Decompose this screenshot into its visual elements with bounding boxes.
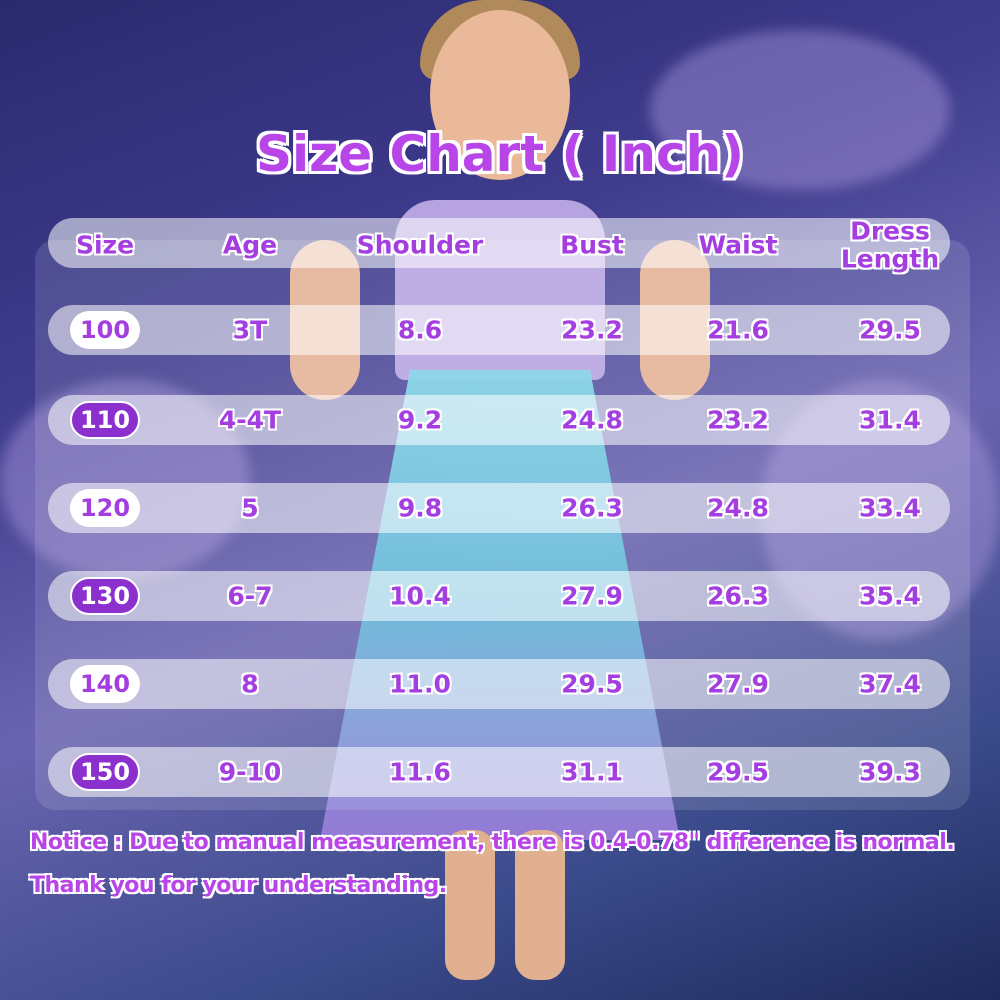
header-shoulder: Shoulder xyxy=(356,230,484,260)
cell-dress-length: 33.4 xyxy=(859,493,921,523)
table-row xyxy=(48,571,950,621)
table-row xyxy=(48,659,950,709)
size-badge: 100 xyxy=(70,311,140,349)
cell-bust: 26.3 xyxy=(561,493,623,523)
table-row xyxy=(48,305,950,355)
size-badge: 130 xyxy=(70,577,140,615)
cell-age: 4-4T xyxy=(218,405,282,435)
cell-age: 3T xyxy=(232,315,268,345)
cell-dress-length: 29.5 xyxy=(859,315,921,345)
cell-bust: 27.9 xyxy=(561,581,623,611)
table-row xyxy=(48,483,950,533)
cell-shoulder: 10.4 xyxy=(389,581,451,611)
header-size: Size xyxy=(75,230,135,260)
cell-waist: 21.6 xyxy=(707,315,769,345)
cell-dress-length: 37.4 xyxy=(859,669,921,699)
cell-waist: 29.5 xyxy=(707,757,769,787)
notice-line-2: Thank you for your understanding. xyxy=(30,873,447,898)
table-row xyxy=(48,395,950,445)
header-waist: Waist xyxy=(698,230,778,260)
cell-shoulder: 8.6 xyxy=(397,315,443,345)
header-age: Age xyxy=(222,230,278,260)
cell-shoulder: 9.8 xyxy=(397,493,443,523)
notice-line-1: Notice : Due to manual measurement, ther… xyxy=(30,830,955,855)
girl-leg xyxy=(445,830,495,980)
cell-shoulder: 11.0 xyxy=(389,669,451,699)
girl-leg xyxy=(515,830,565,980)
cell-bust: 31.1 xyxy=(561,757,623,787)
size-badge: 140 xyxy=(70,665,140,703)
cell-dress-length: 35.4 xyxy=(859,581,921,611)
header-dress-length: Dress Length xyxy=(840,216,940,273)
cell-age: 6-7 xyxy=(227,581,273,611)
cell-age: 9-10 xyxy=(218,757,282,787)
header-row xyxy=(48,218,950,268)
cell-bust: 29.5 xyxy=(561,669,623,699)
size-badge: 110 xyxy=(70,401,140,439)
size-badge: 150 xyxy=(70,753,140,791)
girl-face xyxy=(430,10,570,180)
cell-waist: 27.9 xyxy=(707,669,769,699)
cell-waist: 23.2 xyxy=(707,405,769,435)
chart-title: Size Chart ( Inch) xyxy=(255,125,745,183)
cell-shoulder: 9.2 xyxy=(397,405,443,435)
header-bust: Bust xyxy=(560,230,624,260)
cell-dress-length: 31.4 xyxy=(859,405,921,435)
cell-bust: 24.8 xyxy=(561,405,623,435)
size-badge: 120 xyxy=(70,489,140,527)
cell-waist: 24.8 xyxy=(707,493,769,523)
cell-dress-length: 39.3 xyxy=(859,757,921,787)
cell-bust: 23.2 xyxy=(561,315,623,345)
cell-age: 8 xyxy=(241,669,259,699)
table-row xyxy=(48,747,950,797)
cell-shoulder: 11.6 xyxy=(389,757,451,787)
cell-age: 5 xyxy=(241,493,259,523)
cell-waist: 26.3 xyxy=(707,581,769,611)
